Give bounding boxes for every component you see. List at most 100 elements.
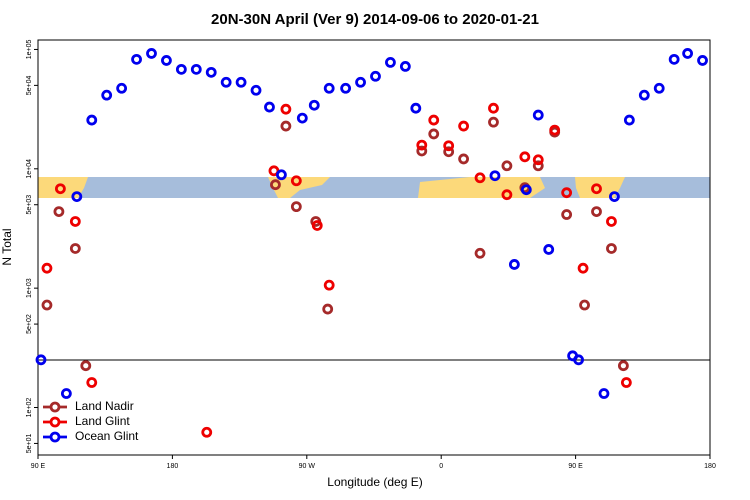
data-point bbox=[428, 128, 440, 140]
data-point bbox=[205, 66, 217, 78]
data-point bbox=[190, 63, 202, 75]
data-point bbox=[86, 114, 98, 126]
y-tick-label: 1e+03 bbox=[26, 278, 33, 298]
data-point bbox=[474, 247, 486, 259]
data-point bbox=[322, 303, 334, 315]
data-point bbox=[591, 183, 602, 195]
x-tick-label: 90 E bbox=[568, 463, 583, 470]
data-point bbox=[549, 124, 561, 136]
data-point bbox=[620, 377, 632, 388]
legend-label: Ocean Glint bbox=[75, 429, 139, 443]
y-tick-label: 5e+04 bbox=[26, 75, 33, 95]
data-point bbox=[280, 103, 292, 115]
data-point bbox=[543, 244, 555, 255]
data-point bbox=[80, 360, 92, 372]
data-point bbox=[598, 388, 610, 399]
y-tick-label: 1e+05 bbox=[26, 40, 33, 60]
x-tick-label: 180 bbox=[704, 463, 716, 470]
y-tick-label: 1e+02 bbox=[26, 398, 33, 418]
data-point bbox=[235, 76, 247, 88]
data-point bbox=[116, 82, 128, 94]
data-point bbox=[86, 377, 98, 388]
data-point bbox=[161, 55, 172, 66]
data-point bbox=[458, 120, 470, 132]
y-tick-label: 5e+02 bbox=[26, 314, 33, 334]
data-point bbox=[270, 179, 281, 191]
data-point bbox=[399, 61, 411, 72]
x-tick-label: 90 E bbox=[31, 463, 46, 470]
chart-title: 20N-30N April (Ver 9) 2014-09-06 to 2020… bbox=[211, 11, 539, 28]
map-strip bbox=[38, 177, 710, 198]
data-point bbox=[53, 206, 65, 217]
data-point bbox=[60, 388, 72, 399]
y-tick-label: 5e+03 bbox=[26, 195, 33, 215]
data-point bbox=[561, 209, 573, 220]
data-point bbox=[410, 102, 422, 114]
data-point bbox=[280, 120, 292, 132]
data-point bbox=[428, 114, 440, 126]
data-point bbox=[175, 63, 187, 75]
data-point bbox=[474, 172, 486, 184]
data-point bbox=[323, 279, 335, 291]
y-tick-label: 1e+04 bbox=[26, 159, 33, 179]
data-point bbox=[653, 82, 665, 94]
data-point bbox=[591, 206, 602, 217]
data-point bbox=[71, 191, 83, 202]
data-point bbox=[340, 82, 352, 94]
data-point bbox=[35, 354, 47, 366]
data-point bbox=[520, 184, 532, 196]
data-point bbox=[682, 48, 693, 59]
data-point bbox=[416, 145, 428, 157]
data-point bbox=[508, 259, 520, 270]
data-point bbox=[101, 89, 113, 101]
x-axis-label: Longitude (deg E) bbox=[327, 475, 422, 489]
data-point bbox=[201, 426, 213, 438]
legend-marker bbox=[49, 401, 61, 413]
data-point bbox=[519, 151, 531, 163]
data-point bbox=[489, 170, 501, 182]
data-point bbox=[638, 89, 650, 101]
legend-marker bbox=[49, 416, 61, 428]
data-point bbox=[532, 154, 544, 166]
data-point bbox=[443, 146, 455, 158]
y-axis-label: N Total bbox=[0, 228, 14, 265]
data-point bbox=[131, 53, 142, 65]
data-point bbox=[617, 360, 629, 372]
data-point bbox=[532, 160, 544, 172]
data-point bbox=[69, 243, 81, 254]
plot-frame bbox=[37, 39, 711, 456]
x-tick-label: 0 bbox=[439, 463, 443, 470]
data-point bbox=[290, 201, 302, 213]
legend-label: Land Nadir bbox=[75, 399, 134, 413]
data-point bbox=[606, 216, 617, 227]
legend-label: Land Glint bbox=[75, 414, 130, 428]
data-point bbox=[488, 102, 499, 114]
data-point bbox=[458, 153, 470, 165]
data-point bbox=[296, 112, 308, 124]
data-point bbox=[416, 139, 428, 151]
data-point bbox=[385, 56, 396, 68]
x-tick-label: 90 W bbox=[299, 463, 316, 470]
data-point bbox=[276, 169, 287, 181]
data-point bbox=[41, 299, 53, 311]
data-point bbox=[220, 76, 232, 88]
legend-marker bbox=[49, 431, 61, 443]
data-point bbox=[488, 116, 499, 128]
data-point bbox=[290, 175, 302, 187]
data-point bbox=[69, 216, 81, 227]
data-point bbox=[501, 160, 513, 172]
data-point bbox=[443, 140, 455, 152]
data-point bbox=[579, 299, 590, 311]
data-point bbox=[668, 53, 680, 65]
x-tick-label: 180 bbox=[167, 463, 179, 470]
data-point bbox=[308, 99, 320, 111]
y-tick-label: 5e+01 bbox=[26, 434, 33, 454]
data-point bbox=[501, 189, 513, 201]
data-point bbox=[697, 55, 708, 66]
data-point bbox=[323, 82, 335, 94]
data-point bbox=[250, 84, 262, 96]
data-point bbox=[41, 262, 53, 274]
data-point bbox=[311, 220, 323, 231]
data-point bbox=[532, 109, 544, 121]
